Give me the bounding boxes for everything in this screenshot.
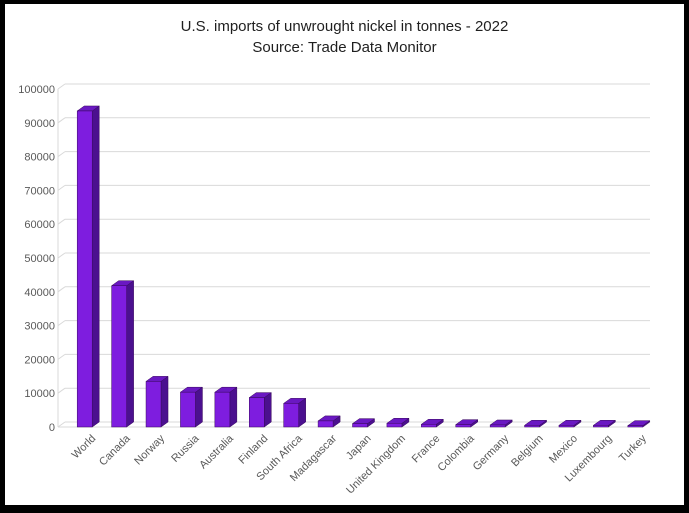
x-axis-category-label: Finland <box>236 433 270 467</box>
y-axis-tick-label: 0 <box>49 422 55 434</box>
gridline-depth-tick <box>57 151 66 158</box>
bar-france <box>420 418 445 428</box>
chart-title: U.S. imports of unwrought nickel in tonn… <box>180 18 509 35</box>
y-axis-tick-label: 90000 <box>24 118 55 130</box>
x-axis-category-label: Mexico <box>547 433 580 466</box>
gridline-depth-tick <box>57 218 66 225</box>
gridline-depth-tick <box>57 320 66 327</box>
bar-belgium <box>523 419 548 428</box>
y-axis-tick-label: 60000 <box>24 219 55 231</box>
gridline-depth-tick <box>57 387 66 394</box>
y-axis-tick-label: 100000 <box>18 84 55 96</box>
bar-united-kingdom <box>386 417 410 428</box>
gridline-depth-tick <box>57 184 66 191</box>
x-axis-category-label: Australia <box>197 432 236 471</box>
x-axis-category-label: Norway <box>132 432 167 467</box>
bar-australia <box>214 386 238 428</box>
bar-japan <box>351 418 376 428</box>
gridline-depth-tick <box>57 353 66 360</box>
x-axis-category-label: World <box>70 433 99 462</box>
bar-chart-plot: 0 10000 20000 30000 40000 50000 60000 70000 8000… <box>18 83 651 497</box>
x-axis-category-label: Turkey <box>617 432 649 464</box>
chart-header: U.S. imports of unwrought nickel in tonn… <box>5 4 684 58</box>
bar-colombia <box>454 419 479 428</box>
y-axis-tick-label: 80000 <box>24 152 55 164</box>
bar-turkey <box>627 420 651 428</box>
y-axis-tick-label: 10000 <box>24 388 55 400</box>
x-axis-category-label: Japan <box>344 433 374 463</box>
bar-russia <box>179 386 204 428</box>
gridline-depth-tick <box>57 286 66 293</box>
gridline-depth-tick <box>57 117 66 124</box>
gridline-depth-tick <box>57 421 66 428</box>
x-axis-category-label: United Kingdom <box>344 433 408 497</box>
x-axis-category-label: Canada <box>97 432 133 468</box>
bar-finland <box>248 392 273 428</box>
x-axis-category-label: Germany <box>471 432 512 473</box>
gridline-depth-tick <box>57 83 66 90</box>
x-axis-category-label: Colombia <box>436 432 478 474</box>
y-axis-tick-label: 20000 <box>24 354 55 366</box>
bar-germany <box>489 419 513 428</box>
y-axis-tick-label: 50000 <box>24 253 55 265</box>
bar-mexico <box>558 419 582 428</box>
chart-subtitle: Source: Trade Data Monitor <box>252 39 437 56</box>
x-axis-category-label: Belgium <box>509 433 546 470</box>
gridline-depth-tick <box>57 252 66 259</box>
bar-luxembourg <box>592 419 617 428</box>
y-axis-tick-label: 40000 <box>24 287 55 299</box>
y-axis-tick-label: 30000 <box>24 321 55 333</box>
bar-world <box>76 105 100 428</box>
x-axis-category-label: Russia <box>169 432 202 465</box>
x-axis-category-label: France <box>410 433 443 466</box>
bar-norway <box>145 375 169 428</box>
bar-canada <box>110 280 135 428</box>
y-axis-tick-label: 70000 <box>24 185 55 197</box>
bar-south-africa <box>282 397 307 428</box>
bar-madagascar <box>317 415 341 428</box>
